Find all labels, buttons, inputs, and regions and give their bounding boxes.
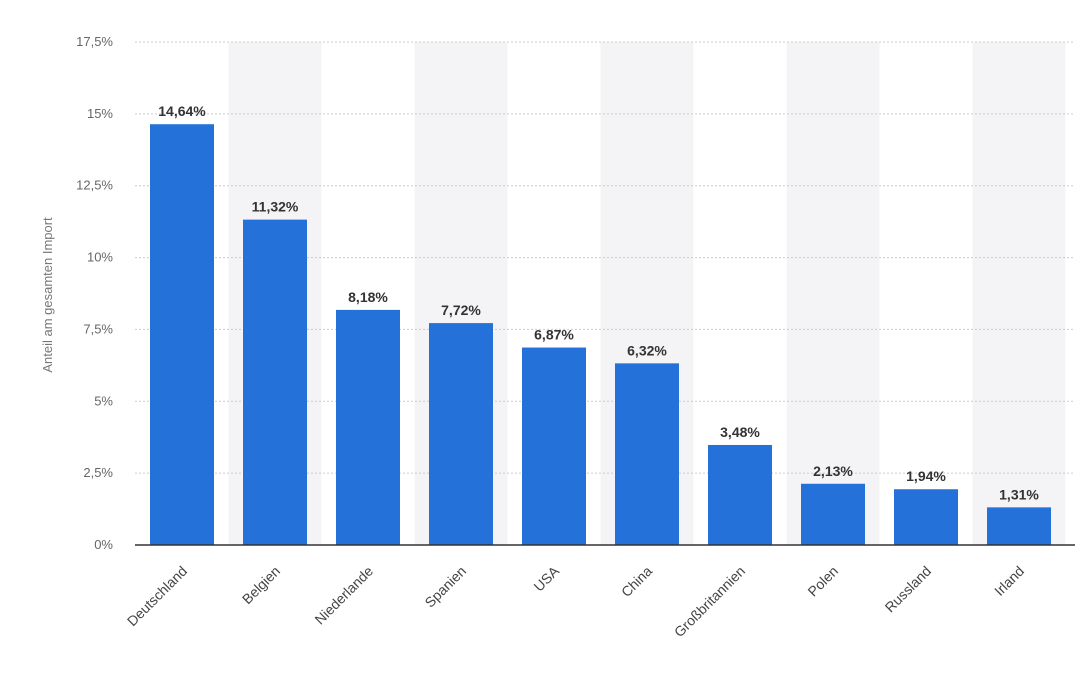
- data-labels: 14,64% 11,32% 8,18% 7,72% 6,87% 6,32% 3,48% 2,1…: [158, 103, 1039, 502]
- x-category-label: Russland: [882, 563, 935, 616]
- data-label: 14,64%: [158, 103, 206, 119]
- x-category-label: USA: [530, 562, 562, 594]
- x-category-label: Irland: [991, 563, 1027, 599]
- data-label: 8,18%: [348, 289, 388, 305]
- x-category-label: Belgien: [239, 563, 283, 607]
- bar: [987, 507, 1051, 545]
- y-tick-label: 15%: [87, 106, 113, 121]
- data-label: 1,94%: [906, 468, 946, 484]
- data-label: 1,31%: [999, 486, 1039, 502]
- bars: [150, 124, 1051, 545]
- x-category-label: Spanien: [421, 563, 469, 611]
- column-band: [972, 42, 1066, 545]
- x-category-label: Deutschland: [124, 563, 190, 629]
- data-label: 3,48%: [720, 424, 760, 440]
- x-category-label: Polen: [804, 563, 841, 600]
- bar: [708, 444, 772, 545]
- x-axis-category-labels: Deutschland Belgien Niederlande Spanien USA C…: [124, 562, 1027, 640]
- bar: [150, 124, 214, 545]
- y-tick-label: 12,5%: [76, 178, 113, 193]
- y-tick-label: 5%: [94, 393, 113, 408]
- bar: [429, 323, 493, 545]
- alternating-column-bands: [228, 42, 1066, 545]
- data-label: 2,13%: [813, 463, 853, 479]
- column-band: [786, 42, 880, 545]
- y-tick-label: 2,5%: [83, 465, 113, 480]
- y-tick-label: 17,5%: [76, 34, 113, 49]
- y-tick-label: 0%: [94, 537, 113, 552]
- y-axis-title: Anteil am gesamten Import: [40, 217, 55, 373]
- y-tick-label: 7,5%: [83, 321, 113, 336]
- x-category-label: Großbritannien: [671, 563, 748, 640]
- bar: [522, 347, 586, 545]
- data-label: 6,32%: [627, 342, 667, 358]
- y-tick-label: 10%: [87, 250, 113, 265]
- x-category-label: Niederlande: [311, 563, 376, 628]
- bar: [615, 363, 679, 545]
- data-label: 7,72%: [441, 302, 481, 318]
- data-label: 11,32%: [252, 199, 299, 215]
- bar: [801, 483, 865, 545]
- data-label: 6,87%: [534, 327, 574, 343]
- bar: [336, 309, 400, 545]
- bar: [894, 489, 958, 545]
- bar: [243, 219, 307, 545]
- y-axis-ticks: 0% 2,5% 5% 7,5% 10% 12,5% 15% 17,5%: [76, 34, 113, 552]
- x-category-label: China: [618, 563, 655, 600]
